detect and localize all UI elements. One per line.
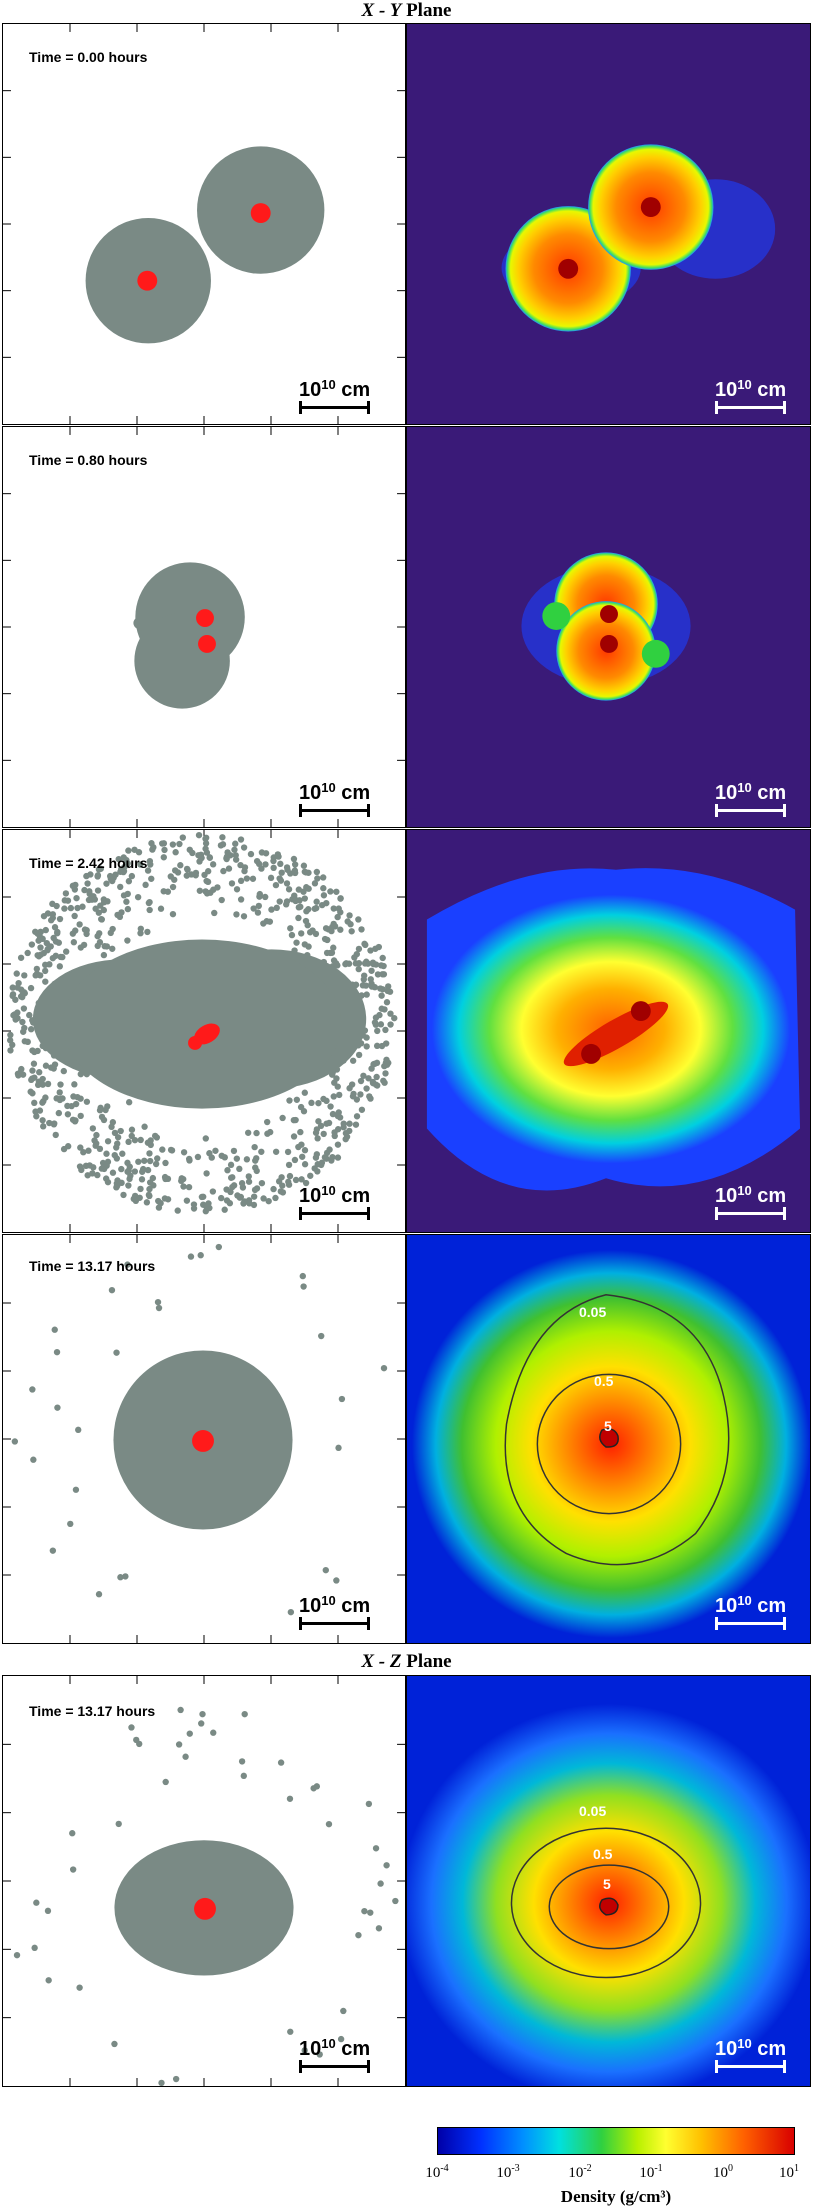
scale-bar-density-row4: 1010 cm bbox=[715, 1593, 787, 1630]
core-secondary bbox=[250, 203, 271, 224]
colorbar-tick-2: 10-2 bbox=[568, 2163, 592, 2181]
contour-label-middle-row4: 0.5 bbox=[594, 1373, 614, 1389]
particle-plot-row2 bbox=[3, 427, 405, 827]
density-panel-row4: 0.05 0.5 5 1010 cm bbox=[406, 1234, 811, 1644]
contour-label-outer-row5: 0.05 bbox=[579, 1803, 607, 1819]
colorbar-title: Density (g/cm³) bbox=[560, 2187, 672, 2206]
particle-panel-row5: Time = 13.17 hours 1010 cm bbox=[2, 1675, 406, 2087]
axis-ticks bbox=[3, 1676, 405, 2086]
ejecta-particles bbox=[11, 1243, 388, 1616]
scale-bar-density-row1: 1010 cm bbox=[715, 377, 787, 414]
xz-plane-var: X - Z bbox=[361, 1651, 402, 1672]
time-label-row4: Time = 13.17 hours bbox=[29, 1258, 156, 1274]
colorbar-tick-5: 101 bbox=[779, 2163, 799, 2181]
contour-label-outer-row4: 0.05 bbox=[579, 1304, 607, 1320]
particle-cloud bbox=[6, 831, 398, 1215]
time-label-row3: Time = 2.42 hours bbox=[29, 855, 148, 871]
density-panel-row1: 1010 cm bbox=[406, 23, 811, 425]
colorbar-tick-4: 100 bbox=[713, 2163, 733, 2181]
particle-plot-row5 bbox=[3, 1676, 405, 2086]
scale-bar-row2: 1010 cm bbox=[299, 780, 371, 817]
density-map-row2 bbox=[521, 552, 691, 701]
scale-bar-density-row2: 1010 cm bbox=[715, 780, 787, 817]
particle-panel-row2: Time = 0.80 hours 1010 cm bbox=[2, 426, 406, 828]
density-panel-row5: 0.05 0.5 5 1010 cm bbox=[406, 1675, 811, 2087]
scale-bar-row5: 1010 cm bbox=[299, 2036, 371, 2073]
particle-plot-row3 bbox=[3, 830, 405, 1232]
particle-panel-row4: Time = 13.17 hours 1010 cm bbox=[2, 1234, 406, 1644]
core-b bbox=[198, 634, 216, 653]
axis-ticks bbox=[3, 427, 405, 827]
core-primary bbox=[137, 270, 158, 291]
time-label-row2: Time = 0.80 hours bbox=[29, 452, 148, 468]
axis-ticks bbox=[3, 24, 405, 424]
scale-bar-density-row3: 1010 cm bbox=[715, 1183, 787, 1220]
particle-plot-row1 bbox=[3, 24, 405, 424]
xy-plane-var: X - Y bbox=[361, 0, 402, 21]
core-a bbox=[196, 609, 214, 627]
contour-label-inner-row5: 5 bbox=[603, 1876, 611, 1892]
colorbar-tick-3: 10-1 bbox=[639, 2163, 663, 2181]
particle-panel-row3: Time = 2.42 hours 1010 cm bbox=[2, 829, 406, 1233]
density-map-row3 bbox=[426, 868, 801, 1191]
axis-ticks bbox=[3, 1235, 405, 1643]
remnant-core bbox=[194, 1897, 216, 1920]
contour-label-inner-row4: 5 bbox=[604, 1418, 612, 1434]
scale-bar-density-row5: 1010 cm bbox=[715, 2036, 787, 2073]
particle-plot-row4 bbox=[3, 1235, 405, 1643]
particle-panel-row1: Time = 0.00 hours 1010 cm bbox=[2, 23, 406, 425]
xz-plane-title: X - Z Plane bbox=[0, 1651, 813, 1673]
time-label-row5: Time = 13.17 hours bbox=[29, 1703, 156, 1719]
colorbar-tick-0: 10-4 bbox=[425, 2163, 449, 2181]
density-map-row4 bbox=[411, 1249, 810, 1639]
scale-bar-row1: 1010 cm bbox=[299, 377, 371, 414]
density-map-row1 bbox=[501, 144, 776, 332]
colorbar-gradient bbox=[437, 2127, 795, 2155]
remnant-core bbox=[192, 1430, 214, 1452]
density-panel-row2: 1010 cm bbox=[406, 426, 811, 828]
density-panel-row3: 1010 cm bbox=[406, 829, 811, 1233]
colorbar-tick-1: 10-3 bbox=[496, 2163, 520, 2181]
scale-bar-row4: 1010 cm bbox=[299, 1593, 371, 1630]
contour-label-middle-row5: 0.5 bbox=[593, 1846, 613, 1862]
ejecta-particles bbox=[13, 1706, 399, 2086]
xy-plane-word: Plane bbox=[406, 0, 452, 21]
time-label-row1: Time = 0.00 hours bbox=[29, 49, 148, 65]
axis-ticks bbox=[3, 830, 405, 1232]
xy-plane-title: X - Y Plane bbox=[0, 0, 813, 22]
scale-bar-row3: 1010 cm bbox=[299, 1183, 371, 1220]
density-map-row5 bbox=[407, 1703, 810, 2086]
xz-plane-word: Plane bbox=[406, 1651, 452, 1672]
